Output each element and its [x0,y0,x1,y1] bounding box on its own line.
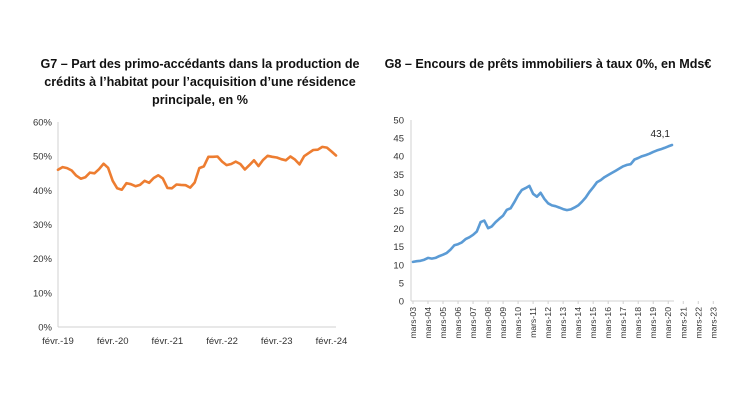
x-tick-label: mars-15 [588,307,598,339]
y-tick-label: 20 [393,224,404,235]
x-tick-label: mars-03 [408,307,418,339]
x-tick-label: mars-04 [423,307,433,339]
y-tick-label: 45 [393,134,404,145]
x-tick-label: mars-20 [663,307,673,339]
x-tick-label: févr.-21 [152,336,184,347]
x-tick-label: mars-17 [618,307,628,339]
x-tick-label: mars-09 [498,307,508,339]
x-tick-label: févr.-23 [261,336,293,347]
x-tick-label: mars-10 [513,307,523,339]
y-tick-label: 40 [393,152,404,163]
y-tick-label: 50% [33,152,53,163]
series-line [411,143,674,264]
y-tick-label: 25 [393,206,404,217]
x-tick-label: mars-23 [708,307,718,339]
y-tick-label: 35 [393,170,404,181]
y-tick-label: 60% [33,118,53,129]
x-tick-label: mars-21 [678,307,688,339]
x-tick-label: mars-16 [603,307,613,339]
x-tick-label: févr.-20 [97,336,129,347]
chart-panel-g8: G8 – Encours de prêts immobiliers à taux… [365,0,730,410]
x-tick-label: mars-07 [468,307,478,339]
y-tick-label: 20% [33,254,53,265]
y-tick-label: 5 [399,278,404,289]
x-tick-label: mars-11 [528,307,538,338]
y-tick-label: 30% [33,220,53,231]
y-tick-label: 10% [33,288,53,299]
y-tick-label: 50 [393,116,404,127]
x-tick-label: mars-19 [648,307,658,339]
x-tick-label: févr.-22 [206,336,238,347]
line-chart-g8: 0 5 10 15 20 25 30 35 40 45 50 mars-03 mars-04 mars-0… [393,116,718,339]
line-chart-g7: 0% 10% 20% 30% 40% 50% 60% févr.-19 févr.-20 févr… [33,118,348,348]
x-tick-label: mars-06 [453,307,463,339]
chart-title-g7: G7 – Part des primo-accédants dans la pr… [40,57,360,107]
x-tick-label: mars-22 [693,307,703,339]
series-line [56,145,338,191]
y-tick-label: 15 [393,242,404,253]
end-value-label: 43,1 [651,129,671,140]
x-tick-label: févr.-19 [42,336,74,347]
x-tick-label: mars-08 [483,307,493,339]
x-tick-label: mars-13 [558,307,568,339]
x-tick-label: mars-05 [438,307,448,339]
y-tick-label: 30 [393,188,404,199]
x-tick-label: mars-12 [543,307,553,339]
y-tick-label: 10 [393,260,404,271]
chart-title-g8: G8 – Encours de prêts immobiliers à taux… [384,57,712,71]
y-tick-label: 0 [399,297,404,308]
y-tick-label: 40% [33,186,53,197]
chart-panel-g7: G7 – Part des primo-accédants dans la pr… [33,57,360,348]
y-tick-label: 0% [38,323,52,334]
x-tick-label: févr.-24 [316,336,348,347]
x-tick-label: mars-14 [573,307,583,339]
x-tick-label: mars-18 [633,307,643,339]
